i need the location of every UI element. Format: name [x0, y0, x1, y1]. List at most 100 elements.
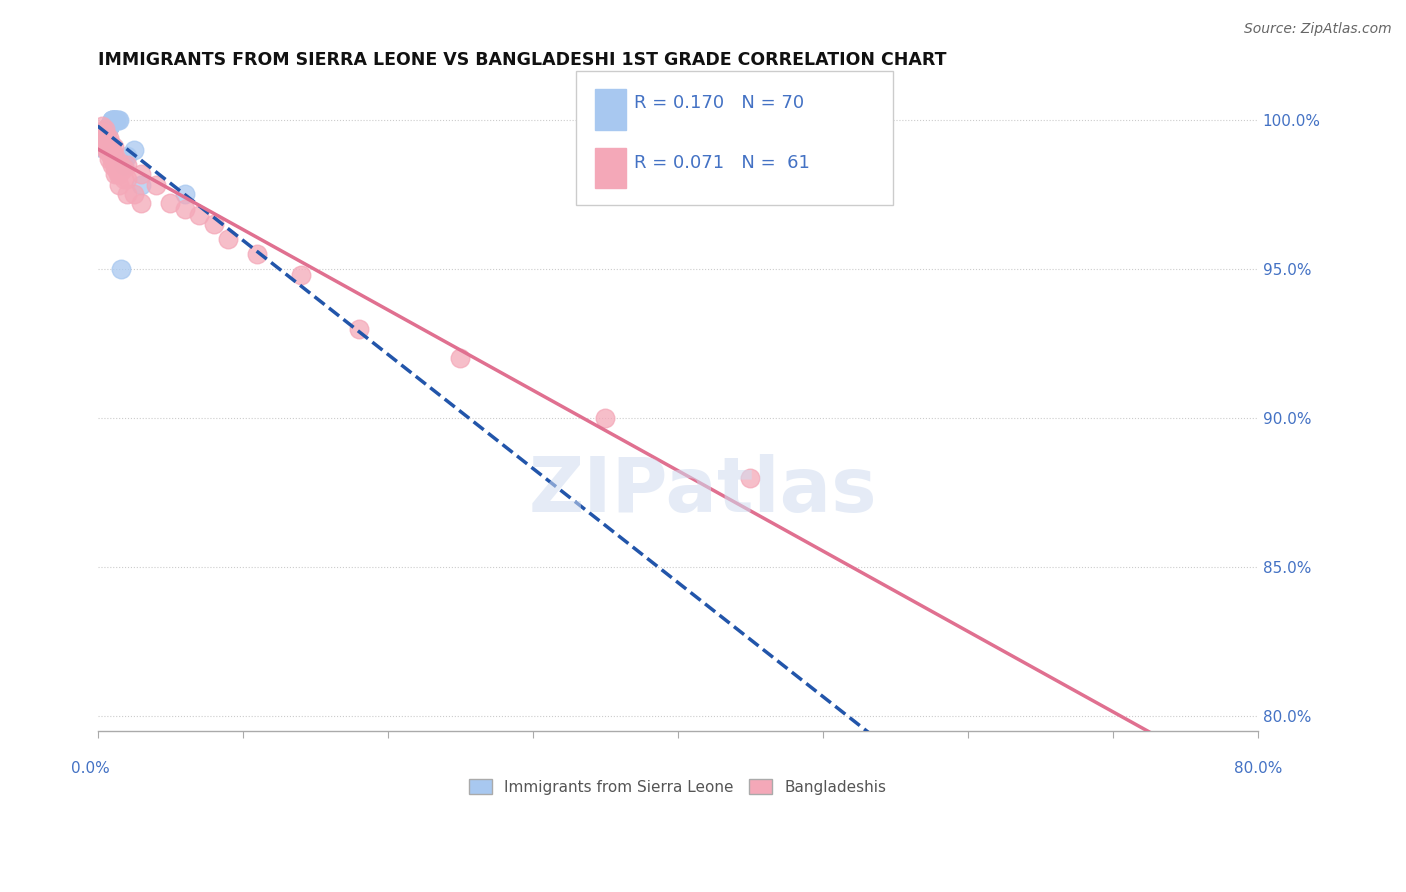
Point: [90, 134, 112, 148]
Point: [93, 125, 115, 139]
Point: [98, 119, 121, 133]
Point: [98, 119, 121, 133]
Point: [100, 116, 122, 130]
Point: [93, 130, 115, 145]
Text: R = 0.071   N =  61: R = 0.071 N = 61: [634, 154, 810, 172]
Point: [93, 130, 115, 145]
Point: [94, 128, 117, 142]
Point: [105, 158, 128, 172]
Text: ZIPatlas: ZIPatlas: [529, 454, 877, 527]
Point: [101, 148, 124, 162]
Point: [94, 128, 117, 142]
Point: [347, 321, 370, 335]
Point: [101, 152, 124, 166]
Point: [98, 145, 121, 160]
Point: [104, 112, 127, 127]
Point: [96, 143, 118, 157]
Point: [110, 261, 132, 276]
Point: [96, 125, 118, 139]
Point: [108, 178, 131, 193]
Point: [115, 158, 138, 172]
Point: [100, 145, 122, 160]
Point: [93, 130, 115, 145]
Point: [89, 139, 111, 153]
Point: [97, 134, 120, 148]
Point: [94, 130, 117, 145]
Point: [173, 187, 195, 202]
Point: [115, 187, 138, 202]
Point: [97, 121, 120, 136]
Point: [105, 112, 128, 127]
Point: [108, 112, 131, 127]
Point: [96, 128, 118, 142]
Point: [593, 411, 616, 425]
Point: [122, 187, 145, 202]
Point: [129, 167, 152, 181]
Point: [90, 134, 112, 148]
Point: [93, 128, 115, 142]
Point: [103, 139, 125, 153]
Point: [97, 121, 120, 136]
Point: [94, 128, 117, 142]
Point: [115, 148, 138, 162]
Point: [96, 136, 118, 151]
Point: [108, 154, 131, 169]
Legend: Immigrants from Sierra Leone, Bangladeshis: Immigrants from Sierra Leone, Bangladesh…: [463, 772, 893, 801]
Point: [97, 143, 120, 157]
Point: [173, 202, 195, 217]
Point: [100, 148, 122, 162]
Point: [100, 116, 122, 130]
Point: [100, 116, 122, 130]
Point: [94, 128, 117, 142]
Point: [202, 217, 225, 231]
Point: [94, 128, 117, 142]
Point: [110, 163, 132, 178]
Point: [90, 128, 112, 142]
Point: [112, 158, 135, 172]
Point: [93, 130, 115, 145]
Point: [94, 128, 117, 142]
Point: [93, 130, 115, 145]
Point: [104, 158, 127, 172]
Point: [112, 172, 135, 186]
Point: [94, 136, 117, 151]
Point: [159, 196, 181, 211]
Point: [90, 125, 112, 139]
Point: [145, 178, 167, 193]
Point: [98, 119, 121, 133]
Point: [98, 119, 121, 133]
Point: [96, 139, 118, 153]
Point: [90, 134, 112, 148]
Point: [104, 112, 127, 127]
Point: [104, 148, 127, 162]
Point: [101, 143, 124, 157]
Point: [94, 134, 117, 148]
Point: [96, 125, 118, 139]
Point: [188, 208, 211, 222]
Point: [97, 121, 120, 136]
Point: [101, 158, 124, 172]
Point: [94, 128, 117, 142]
Text: Source: ZipAtlas.com: Source: ZipAtlas.com: [1244, 22, 1392, 37]
Point: [94, 121, 117, 136]
Point: [129, 196, 152, 211]
Point: [90, 134, 112, 148]
Point: [98, 119, 121, 133]
Point: [108, 167, 131, 181]
Point: [217, 232, 239, 246]
Point: [129, 178, 152, 193]
Point: [94, 128, 117, 142]
Point: [104, 161, 127, 175]
Point: [100, 116, 122, 130]
Point: [115, 172, 138, 186]
Point: [98, 119, 121, 133]
Point: [103, 112, 125, 127]
Point: [90, 134, 112, 148]
Point: [93, 130, 115, 145]
Point: [90, 134, 112, 148]
Point: [98, 119, 121, 133]
Text: R = 0.170   N = 70: R = 0.170 N = 70: [634, 95, 804, 112]
Point: [96, 125, 118, 139]
Point: [93, 130, 115, 145]
Point: [122, 143, 145, 157]
